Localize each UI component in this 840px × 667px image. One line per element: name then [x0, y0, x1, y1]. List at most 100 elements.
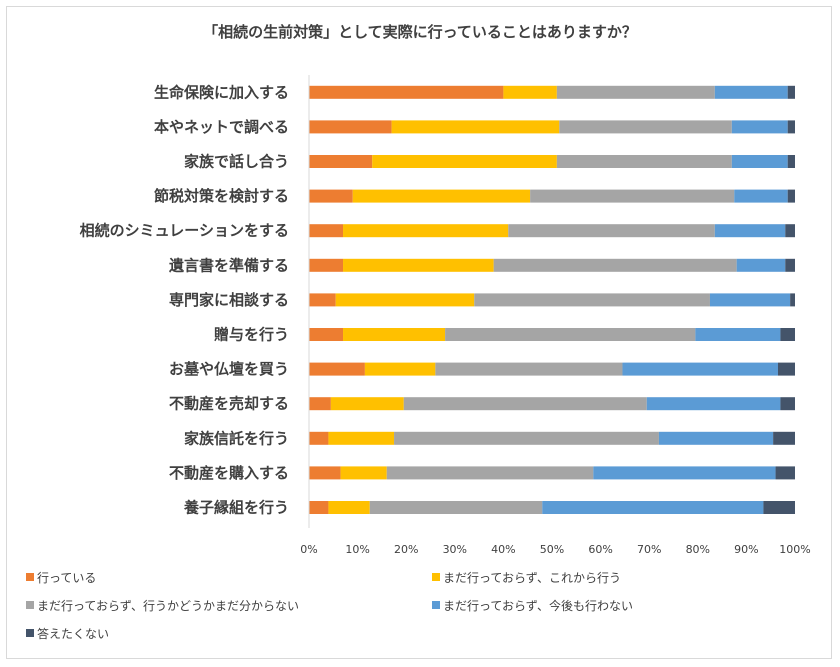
bar-segment [309, 258, 344, 272]
bar-segment [731, 155, 788, 168]
category-label: 不動産を購入する [169, 464, 289, 482]
chart-title: 「相続の生前対策」として実際に行っていることはありますか？ [203, 23, 637, 41]
bar-segment [695, 328, 781, 341]
bar-segment [508, 224, 715, 238]
bar-segment [309, 362, 365, 376]
bar-segment [530, 189, 735, 203]
bar-segment [391, 120, 560, 134]
x-tick-label: 30% [443, 543, 467, 556]
bar-segment [309, 328, 344, 341]
bar-segment [445, 328, 696, 341]
bar-segment [736, 258, 786, 272]
category-label: 家族信託を行う [184, 429, 289, 447]
bar-segment [785, 224, 795, 238]
legend: 行っている まだ行っておらず、これから行うまだ行っておらず、行うかどうかまだ分から… [26, 571, 633, 641]
bar-segment [309, 431, 329, 445]
category-label: お墓や仏壇を買う [169, 360, 289, 378]
bar-segment [309, 224, 344, 238]
legend-label: まだ行っておらず、今後も行わない [443, 598, 633, 613]
bar-segment [556, 85, 715, 99]
bar-segment [372, 155, 557, 168]
bar-segment [309, 466, 341, 480]
bar-segment [714, 224, 786, 238]
category-label: 本やネットで調べる [154, 118, 289, 136]
x-tick-label: 50% [540, 543, 564, 556]
category-label: 生命保険に加入する [154, 83, 289, 101]
category-label: 相続のシミュレーションをする [80, 222, 289, 240]
bar-segment [309, 189, 353, 203]
bar-segment [343, 328, 446, 341]
legend-swatch [432, 601, 440, 609]
bar-segment [559, 120, 732, 134]
bar-segment [364, 362, 436, 376]
bar-segment [343, 258, 494, 272]
x-tick-label: 70% [637, 543, 661, 556]
category-label: 贈与を行う [214, 326, 289, 344]
bar-segment [493, 258, 737, 272]
legend-label: 行っている [37, 571, 96, 585]
bar-segment [731, 120, 788, 134]
x-tick-label: 20% [394, 543, 418, 556]
bar-segment [352, 189, 531, 203]
legend-swatch [26, 573, 34, 581]
bar-segment [542, 501, 764, 514]
legend-swatch [26, 601, 34, 609]
bar-segment [340, 466, 387, 480]
bar-segment [309, 293, 336, 307]
bar-segment [787, 189, 795, 203]
bar-segment [309, 120, 392, 134]
x-tick-label: 80% [686, 543, 710, 556]
bar-segment [775, 466, 795, 480]
bar-segment [556, 155, 732, 168]
category-label: 養子縁組を行う [183, 499, 289, 517]
bar-segment [734, 189, 788, 203]
bar-segment [503, 85, 557, 99]
category-label: 家族で話し合う [184, 153, 289, 171]
bar-segment [780, 397, 795, 411]
bar-segment [787, 155, 795, 168]
category-label: 遺言書を準備する [168, 256, 289, 274]
bar-segment [763, 501, 795, 514]
bar-segment [328, 501, 370, 514]
bar-segment [335, 293, 475, 307]
bar-segment [593, 466, 776, 480]
category-labels: 生命保険に加入する本やネットで調べる家族で話し合う節税対策を検討する相続のシミュ… [80, 83, 289, 516]
bar-segment [780, 328, 795, 341]
bar-segment [435, 362, 623, 376]
bar-segment [474, 293, 710, 307]
bar-segment [773, 431, 795, 445]
x-tick-label: 60% [588, 543, 612, 556]
x-tick-label: 10% [345, 543, 369, 556]
x-tick-labels: 0% 10% 20% 30% 40% 50% 60% 70% 80% 90% 100% [300, 543, 810, 556]
legend-swatch [432, 573, 440, 581]
legend-label: まだ行っておらず、これから行う [443, 571, 621, 585]
bar-segment [785, 258, 795, 272]
bar-segment [622, 362, 778, 376]
bar-segment [330, 397, 404, 411]
bar-segment [403, 397, 647, 411]
bar-segment [394, 431, 659, 445]
bar-segment [386, 466, 594, 480]
x-tick-label: 100% [779, 543, 810, 556]
legend-swatch [26, 629, 34, 637]
bar-segment [787, 120, 795, 134]
bar-segment [309, 155, 373, 168]
legend-label: まだ行っておらず、行うかどうかまだ分からない [37, 599, 299, 613]
category-label: 節税対策を検討する [154, 187, 289, 205]
bar-segment [309, 397, 331, 411]
category-label: 不動産を売却する [169, 395, 289, 413]
bar-segment [658, 431, 774, 445]
x-tick-label: 90% [734, 543, 758, 556]
bar-segment [328, 431, 395, 445]
x-tick-label: 0% [300, 543, 317, 556]
bar-segment [369, 501, 543, 514]
bar-segment [646, 397, 781, 411]
bar-segment [309, 85, 504, 99]
bar-segment [709, 293, 791, 307]
bar-segment [714, 85, 788, 99]
bar-segment [343, 224, 509, 238]
bar-segment [790, 293, 795, 307]
bar-segment [777, 362, 795, 376]
bar-segment [309, 501, 329, 514]
category-label: 専門家に相談する [169, 291, 289, 309]
